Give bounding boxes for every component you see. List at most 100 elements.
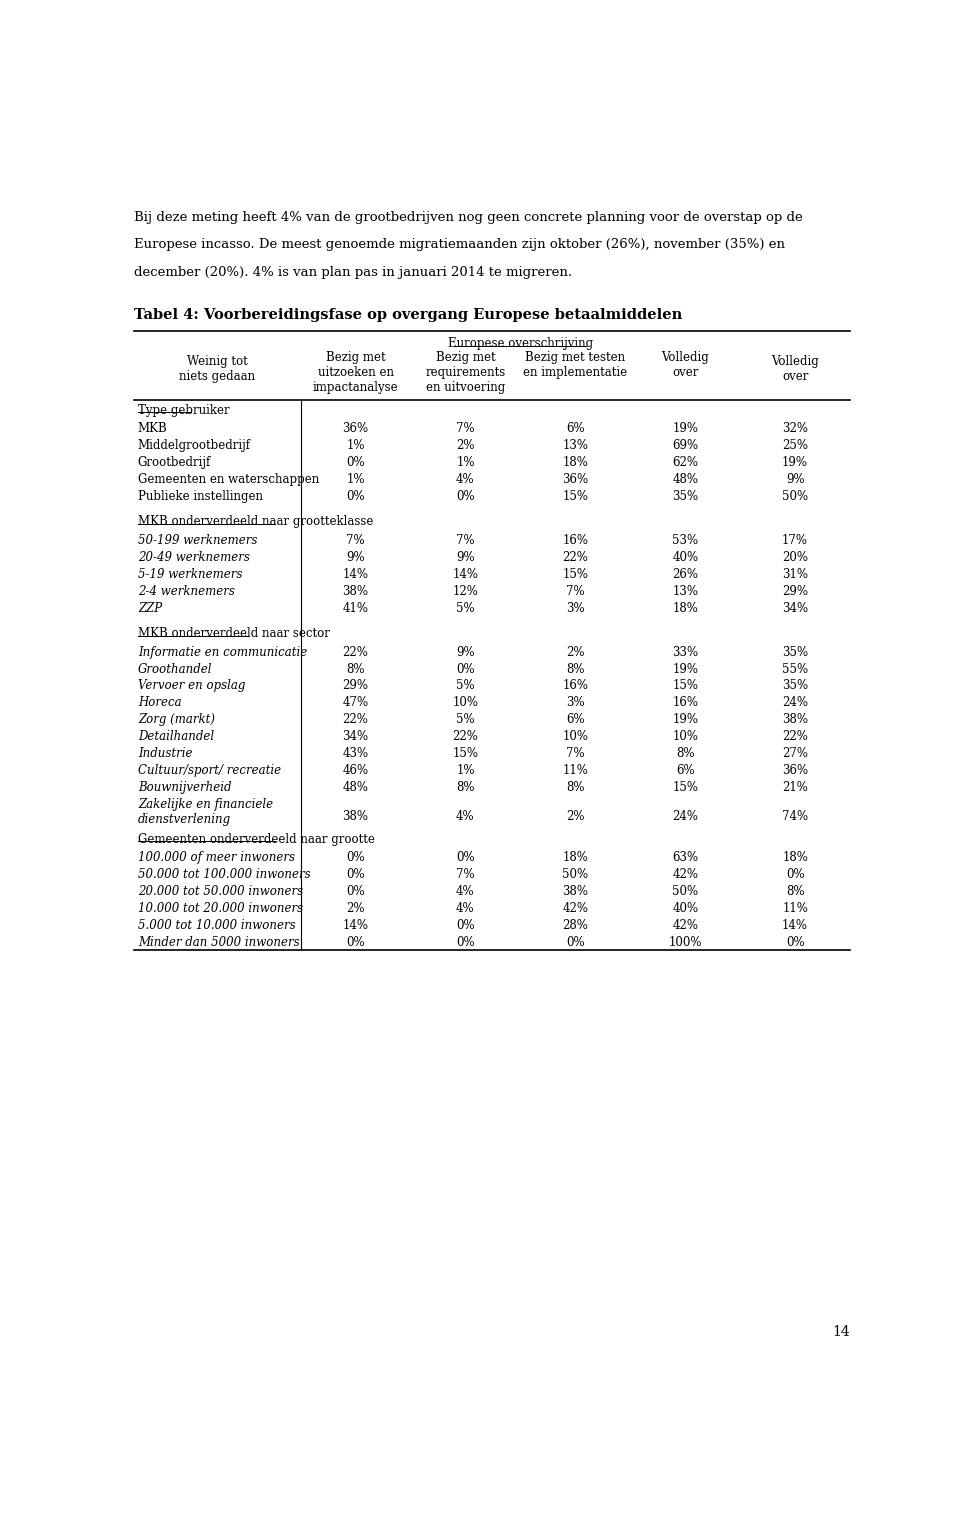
- Text: 22%: 22%: [452, 730, 478, 744]
- Text: 26%: 26%: [672, 568, 698, 581]
- Text: Horeca: Horeca: [138, 696, 181, 710]
- Text: 7%: 7%: [566, 747, 585, 760]
- Text: 22%: 22%: [343, 646, 369, 658]
- Text: 4%: 4%: [456, 903, 475, 915]
- Text: 15%: 15%: [563, 490, 588, 503]
- Text: MKB onderverdeeld naar grootteklasse: MKB onderverdeeld naar grootteklasse: [138, 516, 373, 528]
- Text: 2%: 2%: [566, 809, 585, 823]
- Text: 42%: 42%: [672, 868, 698, 881]
- Text: 8%: 8%: [347, 662, 365, 676]
- Text: Bouwnijverheid: Bouwnijverheid: [138, 782, 231, 794]
- Text: 12%: 12%: [452, 584, 478, 598]
- Text: 5%: 5%: [456, 679, 475, 693]
- Text: 14%: 14%: [452, 568, 478, 581]
- Text: Bezig met
uitzoeken en
impactanalyse: Bezig met uitzoeken en impactanalyse: [313, 350, 398, 393]
- Text: MKB onderverdeeld naar sector: MKB onderverdeeld naar sector: [138, 627, 329, 640]
- Text: 13%: 13%: [672, 584, 698, 598]
- Text: 40%: 40%: [672, 551, 698, 565]
- Text: 9%: 9%: [786, 473, 804, 487]
- Text: 14%: 14%: [343, 568, 369, 581]
- Text: 19%: 19%: [672, 422, 698, 436]
- Text: 10%: 10%: [452, 696, 478, 710]
- Text: Gemeenten onderverdeeld naar grootte: Gemeenten onderverdeeld naar grootte: [138, 832, 374, 846]
- Text: 20%: 20%: [782, 551, 808, 565]
- Text: 18%: 18%: [563, 456, 588, 470]
- Text: 9%: 9%: [456, 646, 475, 658]
- Text: 0%: 0%: [456, 851, 475, 864]
- Text: Cultuur/sport/ recreatie: Cultuur/sport/ recreatie: [138, 763, 281, 777]
- Text: Industrie: Industrie: [138, 747, 192, 760]
- Text: 0%: 0%: [347, 851, 365, 864]
- Text: 0%: 0%: [456, 662, 475, 676]
- Text: 22%: 22%: [563, 551, 588, 565]
- Text: 19%: 19%: [672, 713, 698, 727]
- Text: 31%: 31%: [782, 568, 808, 581]
- Text: 0%: 0%: [456, 490, 475, 503]
- Text: 38%: 38%: [782, 713, 808, 727]
- Text: 16%: 16%: [563, 679, 588, 693]
- Text: 29%: 29%: [343, 679, 369, 693]
- Text: Middelgrootbedrijf: Middelgrootbedrijf: [138, 439, 251, 453]
- Text: 28%: 28%: [563, 920, 588, 932]
- Text: 1%: 1%: [456, 456, 474, 470]
- Text: 19%: 19%: [782, 456, 808, 470]
- Text: 10%: 10%: [672, 730, 698, 744]
- Text: 62%: 62%: [672, 456, 698, 470]
- Text: Bij deze meting heeft 4% van de grootbedrijven nog geen concrete planning voor d: Bij deze meting heeft 4% van de grootbed…: [134, 211, 803, 223]
- Text: Vervoer en opslag: Vervoer en opslag: [138, 679, 245, 693]
- Text: Informatie en communicatie: Informatie en communicatie: [138, 646, 307, 658]
- Text: 7%: 7%: [456, 868, 475, 881]
- Text: 1%: 1%: [347, 473, 365, 487]
- Text: 18%: 18%: [563, 851, 588, 864]
- Text: 0%: 0%: [456, 936, 475, 949]
- Text: 46%: 46%: [343, 763, 369, 777]
- Text: 7%: 7%: [456, 534, 475, 546]
- Text: 5-19 werknemers: 5-19 werknemers: [138, 568, 242, 581]
- Text: 48%: 48%: [672, 473, 698, 487]
- Text: 0%: 0%: [786, 936, 804, 949]
- Text: 53%: 53%: [672, 534, 698, 546]
- Text: 10.000 tot 20.000 inwoners: 10.000 tot 20.000 inwoners: [138, 903, 303, 915]
- Text: 50%: 50%: [563, 868, 588, 881]
- Text: 3%: 3%: [566, 601, 585, 615]
- Text: 8%: 8%: [566, 662, 585, 676]
- Text: 11%: 11%: [782, 903, 808, 915]
- Text: Zakelijke en financiele
dienstverlening: Zakelijke en financiele dienstverlening: [138, 799, 273, 826]
- Text: 100.000 of meer inwoners: 100.000 of meer inwoners: [138, 851, 295, 864]
- Text: 38%: 38%: [343, 584, 369, 598]
- Text: 34%: 34%: [782, 601, 808, 615]
- Text: 10%: 10%: [563, 730, 588, 744]
- Text: 36%: 36%: [563, 473, 588, 487]
- Text: 24%: 24%: [782, 696, 808, 710]
- Text: Publieke instellingen: Publieke instellingen: [138, 490, 263, 503]
- Text: Detailhandel: Detailhandel: [138, 730, 214, 744]
- Text: 15%: 15%: [672, 782, 698, 794]
- Text: 6%: 6%: [566, 713, 585, 727]
- Text: 41%: 41%: [343, 601, 369, 615]
- Text: 15%: 15%: [672, 679, 698, 693]
- Text: 22%: 22%: [343, 713, 369, 727]
- Text: 50-199 werknemers: 50-199 werknemers: [138, 534, 257, 546]
- Text: 2-4 werknemers: 2-4 werknemers: [138, 584, 234, 598]
- Text: Europese overschrijving: Europese overschrijving: [447, 337, 593, 350]
- Text: 0%: 0%: [347, 884, 365, 898]
- Text: Type gebruiker: Type gebruiker: [138, 404, 229, 416]
- Text: 1%: 1%: [347, 439, 365, 453]
- Text: 29%: 29%: [782, 584, 808, 598]
- Text: 34%: 34%: [343, 730, 369, 744]
- Text: 14: 14: [832, 1325, 850, 1339]
- Text: 25%: 25%: [782, 439, 808, 453]
- Text: 35%: 35%: [782, 679, 808, 693]
- Text: 2%: 2%: [566, 646, 585, 658]
- Text: 14%: 14%: [782, 920, 808, 932]
- Text: 42%: 42%: [563, 903, 588, 915]
- Text: 0%: 0%: [347, 868, 365, 881]
- Text: 32%: 32%: [782, 422, 808, 436]
- Text: Zorg (markt): Zorg (markt): [138, 713, 215, 727]
- Text: 15%: 15%: [452, 747, 478, 760]
- Text: 0%: 0%: [566, 936, 585, 949]
- Text: 0%: 0%: [347, 936, 365, 949]
- Text: 36%: 36%: [343, 422, 369, 436]
- Text: 7%: 7%: [566, 584, 585, 598]
- Text: 6%: 6%: [566, 422, 585, 436]
